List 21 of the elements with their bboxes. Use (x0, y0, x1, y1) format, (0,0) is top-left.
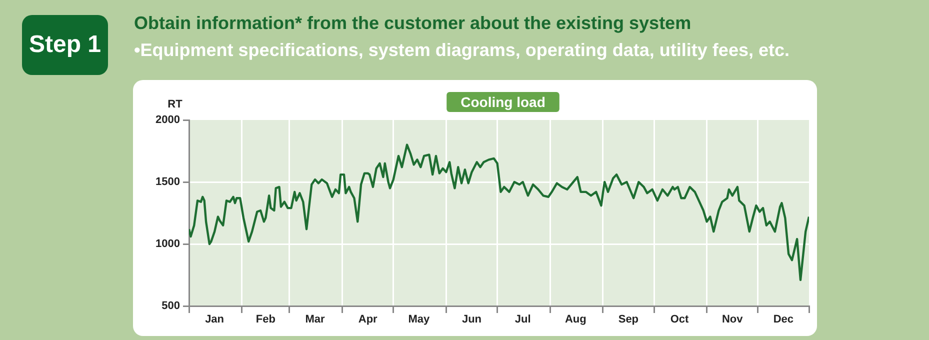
text: Step 1 (22, 15, 108, 75)
x-tick-label: Jun (462, 314, 482, 326)
x-tick-label: Jul (514, 314, 531, 326)
x-tick-label: Sep (618, 314, 639, 326)
x-tick-label: Mar (305, 314, 326, 326)
y-tick-label: 1500 (156, 176, 180, 188)
x-tick-label: Nov (722, 314, 744, 326)
y-tick-label: 1000 (156, 238, 180, 250)
chart-subtitle: •Equipment specifications, system diagrams, operating data, utility fees, etc. (134, 40, 790, 61)
x-tick-label: Feb (256, 314, 276, 326)
x-tick-label: Jan (205, 314, 224, 326)
y-tick-label: 500 (162, 300, 180, 312)
x-tick-label: Aug (564, 314, 586, 326)
x-tick-label: Oct (670, 314, 690, 326)
x-tick-label: May (408, 314, 431, 326)
y-axis-title: RT (168, 98, 183, 111)
y-tick-label: 2000 (156, 114, 180, 126)
text: Cooling load (460, 94, 546, 110)
x-tick-label: Apr (358, 314, 378, 326)
chart-title: Obtain information* from the customer about the existing system (134, 13, 692, 34)
x-tick-label: Dec (773, 314, 794, 326)
